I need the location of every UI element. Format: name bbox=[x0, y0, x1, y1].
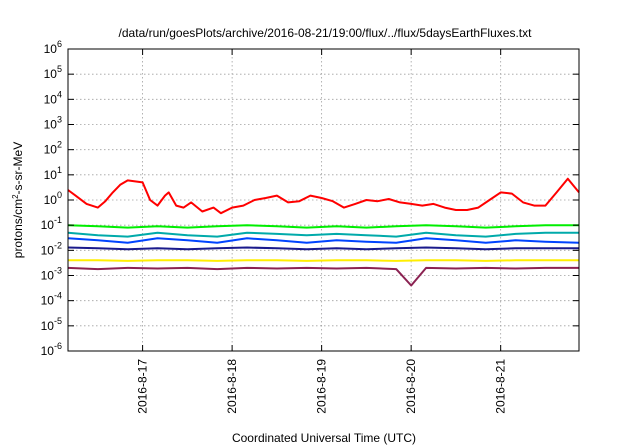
y-tick-label-exponent: 6 bbox=[57, 39, 62, 49]
y-tick-label-exponent: -1 bbox=[54, 215, 62, 225]
y-tick-label-exponent: 3 bbox=[57, 115, 62, 125]
y-tick-label-base: 10 bbox=[44, 118, 58, 132]
y-tick-label-exponent: -6 bbox=[54, 341, 62, 351]
y-axis-label-units-rest: -s-sr-MeV bbox=[11, 142, 25, 195]
y-tick-label-base: 10 bbox=[41, 218, 55, 232]
y-axis-label: protons/cm2-s-sr-MeV bbox=[11, 142, 26, 258]
y-tick-label-exponent: 5 bbox=[57, 64, 62, 74]
series-line-1 bbox=[67, 177, 580, 215]
series-line-2 bbox=[67, 224, 579, 229]
y-tick-label: 101 bbox=[44, 165, 62, 182]
y-tick-label-base: 10 bbox=[41, 243, 55, 257]
y-tick-label-exponent: 2 bbox=[57, 140, 62, 150]
y-tick-label-exponent: 0 bbox=[57, 190, 62, 200]
y-tick-label-base: 10 bbox=[41, 344, 55, 358]
x-tick-label: 2016-8-17 bbox=[136, 359, 150, 414]
series-line-5 bbox=[67, 246, 579, 251]
series-layer bbox=[67, 177, 580, 287]
x-axis-label: Coordinated Universal Time (UTC) bbox=[232, 431, 416, 445]
y-tick-label-base: 10 bbox=[44, 168, 58, 182]
x-tick-label: 2016-8-18 bbox=[225, 359, 239, 414]
y-axis-label-superscript: 2 bbox=[11, 194, 20, 199]
y-tick-label-exponent: -4 bbox=[54, 291, 62, 301]
series-line-4 bbox=[67, 237, 580, 244]
grid bbox=[68, 48, 579, 352]
y-tick-label: 103 bbox=[44, 115, 62, 132]
chart-title: /data/run/goesPlots/archive/2016-08-21/1… bbox=[119, 26, 533, 40]
x-tick-label: 2016-8-19 bbox=[315, 359, 329, 414]
y-tick-label: 10-6 bbox=[41, 341, 62, 358]
y-tick-label-base: 10 bbox=[41, 319, 55, 333]
x-tick-label: 2016-8-20 bbox=[404, 359, 418, 414]
y-tick-label-base: 10 bbox=[44, 193, 58, 207]
y-tick-label-base: 10 bbox=[41, 269, 55, 283]
y-tick-label: 106 bbox=[44, 39, 62, 56]
y-tick-label-base: 10 bbox=[44, 67, 58, 81]
y-tick-label: 10-4 bbox=[41, 291, 62, 308]
y-tick-label: 10-2 bbox=[41, 240, 62, 257]
axes: 10-610-510-410-310-210-11001011021031041… bbox=[41, 39, 579, 414]
y-tick-label-exponent: 4 bbox=[57, 89, 62, 99]
y-tick-label: 104 bbox=[44, 89, 62, 106]
y-tick-label: 10-3 bbox=[41, 266, 62, 283]
y-tick-label-base: 10 bbox=[44, 42, 58, 56]
series-line-6 bbox=[68, 259, 579, 262]
y-tick-label: 10-5 bbox=[41, 316, 62, 333]
y-tick-label: 100 bbox=[44, 190, 62, 207]
y-tick-label-exponent: -3 bbox=[54, 266, 62, 276]
y-tick-label: 102 bbox=[44, 140, 62, 157]
y-tick-label-exponent: -5 bbox=[54, 316, 62, 326]
y-tick-label-base: 10 bbox=[41, 294, 55, 308]
y-tick-label: 105 bbox=[44, 64, 62, 81]
y-tick-label-base: 10 bbox=[44, 92, 58, 106]
series-line-3 bbox=[67, 231, 579, 238]
y-tick-label-base: 10 bbox=[44, 143, 58, 157]
y-tick-label: 10-1 bbox=[41, 215, 62, 232]
series-line-7 bbox=[67, 266, 579, 287]
x-tick-label: 2016-8-21 bbox=[494, 359, 508, 414]
y-tick-label-exponent: 1 bbox=[57, 165, 62, 175]
y-axis-label-units: protons/cm bbox=[11, 199, 25, 258]
y-tick-label-exponent: -2 bbox=[54, 240, 62, 250]
